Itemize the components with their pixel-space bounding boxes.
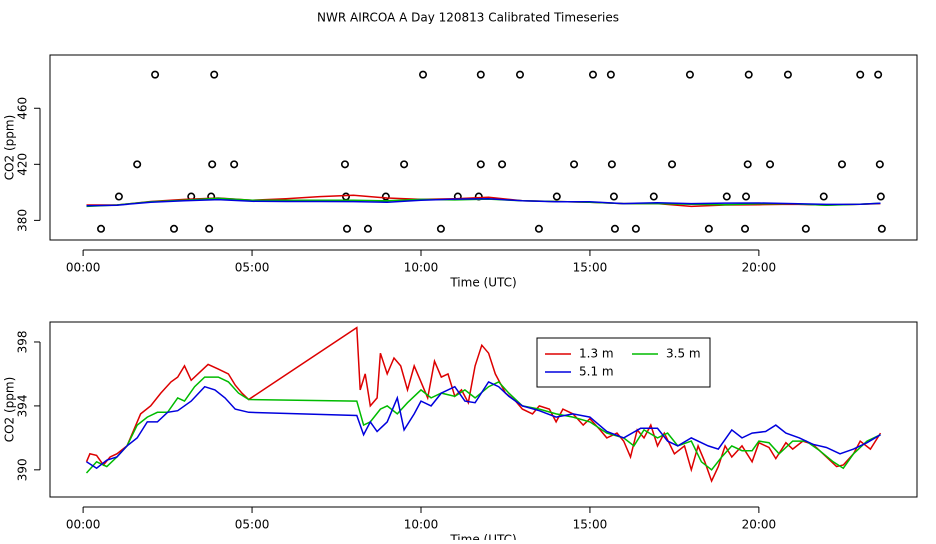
data-point	[588, 70, 597, 79]
data-point	[741, 224, 750, 233]
data-point	[363, 224, 372, 233]
data-point	[704, 224, 713, 233]
series-line	[86, 197, 881, 207]
data-point	[476, 70, 485, 79]
data-point	[552, 192, 561, 201]
data-point	[609, 192, 618, 201]
data-point	[783, 70, 792, 79]
y-tick-label: 390	[16, 458, 30, 481]
series-line	[85, 376, 881, 474]
data-point	[685, 70, 694, 79]
x-axis-label: Time (UTC)	[449, 533, 516, 541]
data-point	[801, 224, 810, 233]
y-tick-label: 420	[16, 153, 30, 176]
x-tick-label: 10:00	[404, 518, 439, 532]
y-axis-label: CO2 (ppm)	[3, 377, 17, 443]
data-point	[744, 70, 753, 79]
legend-label: 3.5 m	[666, 347, 701, 361]
data-point	[515, 70, 524, 79]
data-point	[151, 70, 160, 79]
data-point	[570, 160, 579, 169]
x-tick-label: 05:00	[235, 261, 270, 275]
data-point	[876, 192, 885, 201]
data-point	[743, 160, 752, 169]
x-tick-label: 20:00	[742, 261, 777, 275]
data-point	[230, 160, 239, 169]
chart-title: NWR AIRCOA A Day 120813 Calibrated Times…	[317, 11, 619, 25]
data-point	[837, 160, 846, 169]
data-point	[606, 70, 615, 79]
data-point	[877, 224, 886, 233]
data-point	[205, 224, 214, 233]
data-point	[649, 192, 658, 201]
data-point	[875, 160, 884, 169]
data-point	[610, 224, 619, 233]
x-tick-label: 20:00	[742, 518, 777, 532]
y-tick-label: 394	[16, 394, 30, 417]
plot-frame	[49, 321, 918, 498]
data-point	[874, 70, 883, 79]
data-point	[498, 160, 507, 169]
data-point	[607, 160, 616, 169]
y-tick-label: 398	[16, 331, 30, 354]
data-point	[436, 224, 445, 233]
y-tick-label: 460	[16, 97, 30, 120]
data-point	[133, 160, 142, 169]
x-tick-label: 00:00	[66, 518, 101, 532]
series-line	[86, 380, 881, 470]
data-point	[742, 192, 751, 201]
data-point	[381, 192, 390, 201]
x-tick-label: 15:00	[573, 518, 608, 532]
data-point	[170, 224, 179, 233]
data-point	[97, 224, 106, 233]
legend-box	[536, 337, 711, 388]
x-tick-label: 05:00	[235, 518, 270, 532]
data-point	[668, 160, 677, 169]
x-axis-label: Time (UTC)	[449, 276, 516, 290]
y-tick-label: 380	[16, 209, 30, 232]
legend-label: 5.1 m	[579, 365, 614, 379]
data-point	[210, 70, 219, 79]
data-point	[819, 192, 828, 201]
data-point	[722, 192, 731, 201]
data-point	[114, 192, 123, 201]
data-point	[534, 224, 543, 233]
y-axis-label: CO2 (ppm)	[3, 115, 17, 181]
data-point	[342, 224, 351, 233]
data-point	[419, 70, 428, 79]
data-point	[340, 160, 349, 169]
data-point	[476, 160, 485, 169]
x-tick-label: 15:00	[573, 261, 608, 275]
x-tick-label: 00:00	[66, 261, 101, 275]
data-point	[400, 160, 409, 169]
plot-frame	[49, 54, 918, 241]
data-point	[766, 160, 775, 169]
data-point	[856, 70, 865, 79]
data-point	[631, 224, 640, 233]
legend-label: 1.3 m	[579, 347, 614, 361]
x-tick-label: 10:00	[404, 261, 439, 275]
data-point	[208, 160, 217, 169]
